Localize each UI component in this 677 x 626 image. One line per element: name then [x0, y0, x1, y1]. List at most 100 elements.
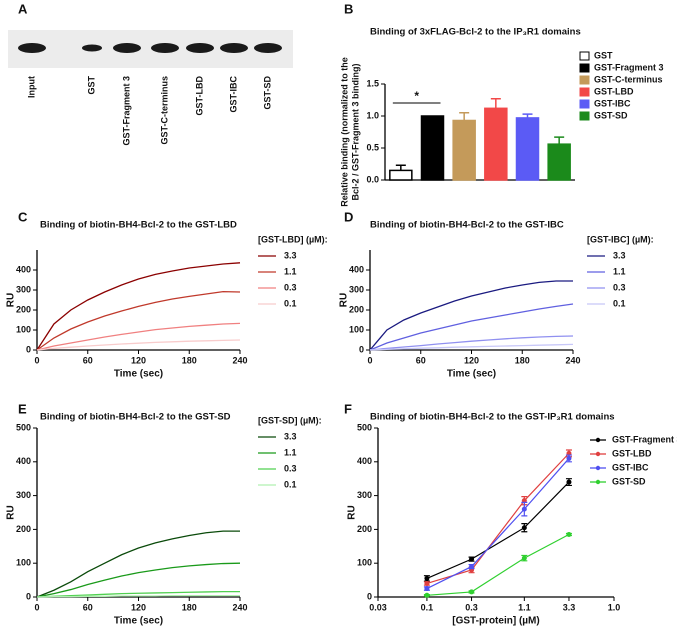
y-tick-label: 100	[16, 324, 31, 334]
x-tick-label: 0	[34, 355, 39, 365]
series-line	[36, 339, 241, 351]
y-tick-label: 0.0	[366, 174, 379, 184]
y-tick-label: 100	[349, 324, 364, 334]
y-tick-label: 100	[357, 558, 372, 568]
x-axis-label: Time (sec)	[114, 369, 163, 380]
y-axis-label: Bcl-2 / GST-Fragment 3 binding)	[350, 63, 360, 200]
blot-band	[254, 43, 282, 53]
panel-letter: A	[18, 1, 28, 16]
error-bar	[459, 112, 470, 121]
y-tick-label: 400	[357, 456, 372, 466]
legend-label: GST	[594, 50, 613, 60]
chart-title: Binding of 3xFLAG-Bcl-2 to the IP₃R1 dom…	[370, 27, 581, 38]
x-tick-label: 0	[34, 602, 39, 612]
bar	[547, 143, 571, 181]
legend-label: GST-Fragment 3	[594, 62, 664, 72]
legend-swatch	[579, 99, 590, 109]
y-tick-label: 500	[16, 422, 31, 432]
data-point	[521, 525, 527, 531]
legend-label: 1.1	[284, 266, 297, 276]
y-tick-label: 1.5	[366, 78, 379, 88]
legend-swatch	[579, 51, 590, 61]
y-tick-label: 400	[16, 456, 31, 466]
data-point	[521, 506, 527, 512]
legend-marker	[595, 479, 601, 485]
lane-label: GST-Fragment 3	[121, 76, 131, 146]
error-bar	[522, 113, 533, 118]
y-axis-label: RU	[339, 293, 350, 307]
series-line	[369, 280, 573, 351]
x-tick-label: 240	[232, 602, 247, 612]
significance-label: *	[414, 89, 419, 103]
data-point	[424, 575, 430, 581]
legend-label: 0.1	[613, 298, 626, 308]
x-tick-label: 0.3	[465, 602, 478, 612]
y-tick-label: 200	[349, 304, 364, 314]
legend-label: 0.3	[284, 463, 297, 473]
y-tick-label: 100	[16, 558, 31, 568]
data-point	[469, 589, 475, 595]
series-line	[369, 335, 574, 351]
chart-title: Binding of biotin-BH4-Bcl-2 to the GST-S…	[40, 412, 231, 423]
x-axis-label: Time (sec)	[447, 369, 496, 380]
legend-swatch	[579, 111, 590, 121]
y-tick-label: 200	[16, 524, 31, 534]
x-tick-label: 3.3	[563, 602, 576, 612]
bar	[452, 119, 476, 181]
panel-letter: F	[344, 401, 352, 416]
x-tick-label: 1.1	[518, 602, 531, 612]
x-tick-label: 0.03	[369, 602, 387, 612]
legend-swatch	[579, 63, 590, 73]
error-bar	[490, 97, 501, 109]
panel-letter: C	[18, 209, 28, 224]
y-tick-label: 400	[16, 264, 31, 274]
legend-label: GST-LBD	[612, 448, 652, 458]
x-tick-label: 180	[182, 602, 197, 612]
data-point	[469, 556, 475, 562]
lane-label: GST-IBC	[228, 76, 238, 113]
legend-title: [GST-LBD] (µM):	[258, 234, 328, 244]
x-tick-label: 60	[83, 602, 93, 612]
series-line	[426, 481, 570, 579]
legend-label: GST-IBC	[594, 98, 631, 108]
blot-band	[18, 43, 46, 53]
legend-label: 3.3	[613, 250, 626, 260]
data-point	[424, 586, 430, 592]
x-tick-label: 180	[182, 355, 197, 365]
lane-label: GST	[86, 76, 96, 95]
y-axis-label: RU	[347, 505, 358, 519]
series-line	[426, 533, 570, 596]
series-line	[36, 290, 241, 351]
x-tick-label: 1.0	[608, 602, 621, 612]
panel-letter: B	[344, 1, 353, 16]
y-tick-label: 1.0	[366, 110, 379, 120]
series-line	[36, 322, 241, 351]
blot-band	[151, 43, 179, 53]
legend-title: [GST-IBC] (µM):	[587, 234, 654, 244]
x-tick-label: 180	[515, 355, 530, 365]
y-tick-label: 0.5	[366, 142, 379, 152]
y-tick-label: 200	[357, 524, 372, 534]
x-tick-label: 120	[131, 355, 146, 365]
chart-title: Binding of biotin-BH4-Bcl-2 to the GST-L…	[40, 220, 237, 231]
blot-background	[8, 30, 293, 68]
legend-label: GST-SD	[612, 476, 646, 486]
legend-label: GST-IBC	[612, 462, 649, 472]
bar	[484, 107, 508, 181]
legend-label: 0.3	[284, 282, 297, 292]
y-tick-label: 200	[16, 304, 31, 314]
legend-swatch	[579, 75, 590, 85]
blot-band	[113, 43, 141, 53]
lane-label: GST-C-terminus	[159, 76, 169, 145]
data-point	[469, 564, 475, 570]
series-line	[369, 343, 574, 351]
lane-label: GST-SD	[262, 76, 272, 110]
lane-label: GST-LBD	[194, 76, 204, 116]
legend-label: 0.1	[284, 298, 297, 308]
legend-label: GST-Fragment 3	[612, 434, 677, 444]
y-axis-label: RU	[6, 293, 17, 307]
lane-label: Input	[26, 76, 36, 98]
error-bar	[554, 136, 565, 145]
legend-label: GST-SD	[594, 110, 628, 120]
